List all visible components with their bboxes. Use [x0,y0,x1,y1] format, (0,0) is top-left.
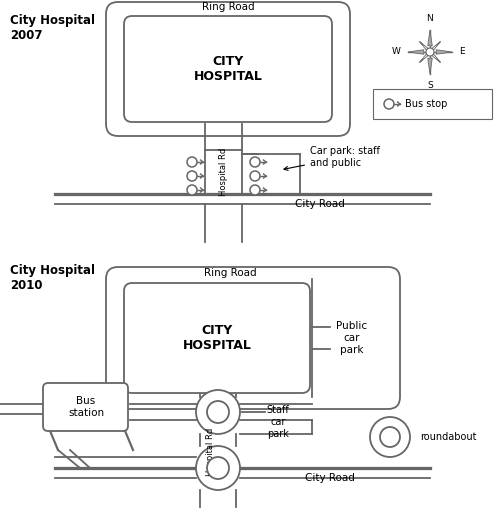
Polygon shape [420,42,428,50]
Circle shape [250,157,260,167]
Circle shape [250,185,260,195]
Circle shape [196,446,240,490]
FancyBboxPatch shape [373,89,492,119]
Polygon shape [408,50,424,54]
FancyBboxPatch shape [43,383,128,431]
Polygon shape [428,58,432,74]
FancyBboxPatch shape [106,267,400,409]
Circle shape [250,171,260,181]
Circle shape [187,157,197,167]
Text: City Hospital
2010: City Hospital 2010 [10,264,95,292]
Text: Bus
station: Bus station [68,396,104,418]
Text: City Road: City Road [305,473,355,483]
Text: W: W [392,48,401,56]
Circle shape [196,390,240,434]
Circle shape [207,401,229,423]
Circle shape [207,457,229,479]
Polygon shape [432,54,440,62]
Text: roundabout: roundabout [420,432,476,442]
Circle shape [380,427,400,447]
Circle shape [187,171,197,181]
Circle shape [384,99,394,109]
Text: N: N [427,14,434,23]
Text: CITY
HOSPITAL: CITY HOSPITAL [194,55,263,83]
Text: City Hospital
2007: City Hospital 2007 [10,14,95,42]
Polygon shape [420,54,428,62]
Text: Public
car
park: Public car park [337,322,368,355]
FancyBboxPatch shape [124,283,310,393]
Polygon shape [432,42,440,50]
Text: E: E [459,48,465,56]
Text: Hospital Rd: Hospital Rd [219,148,228,196]
Text: Bus stop: Bus stop [405,99,447,109]
Text: Hospital Rd: Hospital Rd [207,428,215,476]
Text: Car park: staff
and public: Car park: staff and public [284,146,380,170]
Polygon shape [436,50,452,54]
Text: Staff
car
park: Staff car park [267,406,289,439]
Text: S: S [427,81,433,90]
Text: City Road: City Road [295,199,345,209]
Text: CITY
HOSPITAL: CITY HOSPITAL [183,324,252,352]
FancyBboxPatch shape [124,16,332,122]
Polygon shape [428,30,432,46]
Text: Ring Road: Ring Road [202,2,255,12]
Circle shape [187,185,197,195]
Circle shape [426,48,434,56]
Text: Ring Road: Ring Road [204,268,257,278]
FancyBboxPatch shape [106,2,350,136]
Circle shape [370,417,410,457]
